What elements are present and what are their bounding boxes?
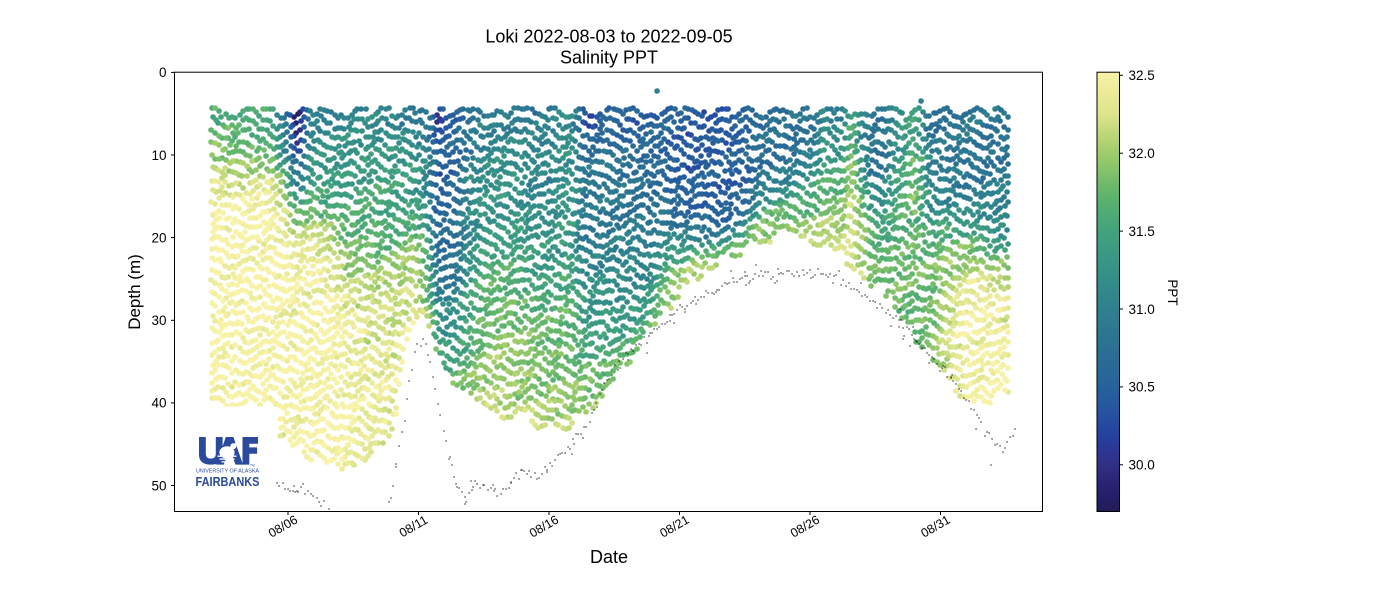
svg-text:Depth (m): Depth (m) xyxy=(125,254,144,330)
svg-text:40: 40 xyxy=(151,396,166,411)
svg-text:FAIRBANKS: FAIRBANKS xyxy=(196,475,260,489)
svg-text:0: 0 xyxy=(159,65,167,80)
svg-text:UNIVERSITY OF ALASKA: UNIVERSITY OF ALASKA xyxy=(196,469,259,475)
svg-text:Loki 2022-08-03 to 2022-09-05: Loki 2022-08-03 to 2022-09-05 xyxy=(485,27,732,47)
svg-text:30: 30 xyxy=(151,313,166,328)
svg-text:50: 50 xyxy=(151,478,166,493)
svg-text:30.5: 30.5 xyxy=(1129,380,1155,395)
svg-text:32.5: 32.5 xyxy=(1129,68,1155,83)
svg-text:Salinity PPT: Salinity PPT xyxy=(560,48,658,68)
svg-text:20: 20 xyxy=(151,230,166,245)
svg-text:32.0: 32.0 xyxy=(1129,146,1155,161)
svg-text:31.0: 31.0 xyxy=(1129,302,1155,317)
svg-text:30.0: 30.0 xyxy=(1129,458,1155,473)
svg-text:Date: Date xyxy=(590,547,628,567)
svg-text:TM: TM xyxy=(250,464,255,468)
svg-text:31.5: 31.5 xyxy=(1129,224,1155,239)
svg-text:10: 10 xyxy=(151,148,166,163)
svg-text:PPT: PPT xyxy=(1165,279,1180,305)
